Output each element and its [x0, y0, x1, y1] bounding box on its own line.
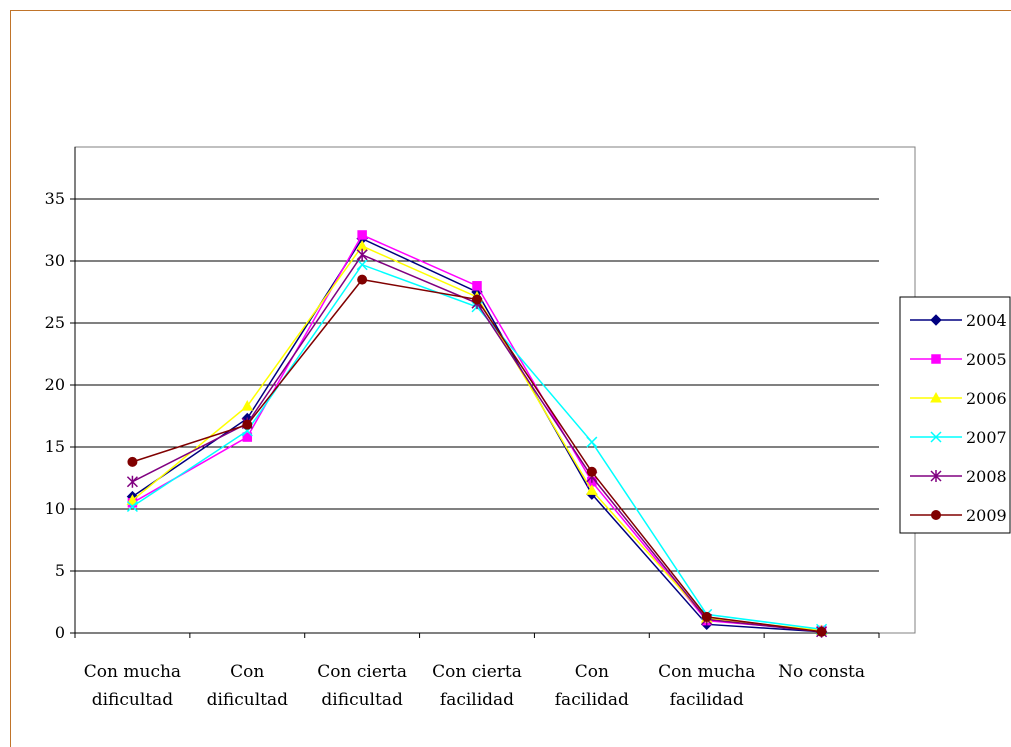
data-point — [472, 294, 482, 305]
y-tick-label: 15 — [45, 437, 65, 456]
data-point — [356, 259, 368, 271]
data-point — [356, 248, 368, 261]
legend-item: 2005 — [910, 350, 1007, 369]
line-chart: 0 5 10 15 20 25 30 35 Con mucha dificultad Con difi… — [45, 146, 1011, 710]
x-category-label-line: Con — [575, 662, 609, 682]
x-category-label: Con dificultad — [207, 662, 289, 710]
x-category-label-line: facilidad — [670, 690, 744, 710]
x-category-label-line: Con cierta — [317, 662, 407, 682]
data-point — [242, 432, 253, 442]
legend-label: 2009 — [966, 506, 1007, 525]
x-category-label-line: dificultad — [321, 690, 403, 710]
legend-label: 2004 — [966, 311, 1007, 330]
data-point — [126, 475, 138, 488]
data-point — [931, 510, 941, 520]
y-tick-label: 10 — [45, 499, 65, 518]
data-point — [931, 354, 941, 364]
data-point — [816, 626, 827, 637]
x-category-label: Con cierta dificultad — [317, 662, 407, 710]
x-category-label-line: dificultad — [207, 690, 289, 710]
y-tick-label: 0 — [55, 623, 65, 642]
legend-label: 2008 — [966, 467, 1007, 486]
y-tick-label: 35 — [45, 189, 65, 208]
series-2009 — [127, 274, 827, 637]
data-point — [241, 400, 254, 411]
x-category-label-line: dificultad — [92, 690, 174, 710]
legend-label: 2005 — [966, 350, 1007, 369]
data-point — [242, 419, 253, 430]
x-category-label: Con facilidad — [555, 662, 629, 710]
x-category-label-line: Con mucha — [658, 662, 755, 682]
data-point — [930, 314, 942, 326]
x-category-label-line: No consta — [778, 662, 865, 682]
legend-item: 2006 — [910, 389, 1007, 408]
y-tick-label: 25 — [45, 313, 65, 332]
data-point — [586, 436, 598, 448]
data-point — [357, 230, 367, 240]
x-category-label: Con mucha facilidad — [658, 662, 755, 710]
x-category-label-line: Con cierta — [432, 662, 522, 682]
data-point — [472, 281, 482, 291]
x-category-label-line: facilidad — [555, 690, 629, 710]
x-category-label: Con mucha dificultad — [84, 662, 181, 710]
data-point — [930, 431, 942, 443]
legend-item: 2008 — [910, 467, 1007, 486]
data-point — [127, 456, 138, 467]
legend-label: 2007 — [966, 428, 1007, 447]
data-point — [357, 274, 368, 285]
x-category-label: Con cierta facilidad — [432, 662, 522, 710]
legend-item: 2009 — [910, 506, 1007, 525]
chart-frame: 0 5 10 15 20 25 30 35 Con mucha dificultad Con difi… — [10, 10, 1011, 747]
data-point — [930, 391, 942, 403]
data-point — [701, 611, 712, 622]
x-category-label-line: facilidad — [440, 690, 514, 710]
data-point — [930, 470, 942, 482]
y-tick-label: 5 — [55, 561, 65, 580]
legend-item: 2007 — [910, 428, 1007, 447]
data-point — [126, 494, 139, 505]
data-point — [586, 484, 598, 495]
x-category-label-line: Con mucha — [84, 662, 181, 682]
x-category-label: No consta — [778, 662, 865, 682]
legend-label: 2006 — [966, 389, 1007, 408]
y-tick-label: 20 — [45, 375, 65, 394]
y-tick-label: 30 — [45, 251, 65, 270]
x-category-label-line: Con — [230, 662, 264, 682]
plot-area — [74, 146, 916, 634]
legend-box — [899, 296, 1011, 534]
data-point — [586, 466, 597, 477]
legend-item: 2004 — [910, 311, 1007, 330]
data-point — [126, 500, 138, 513]
